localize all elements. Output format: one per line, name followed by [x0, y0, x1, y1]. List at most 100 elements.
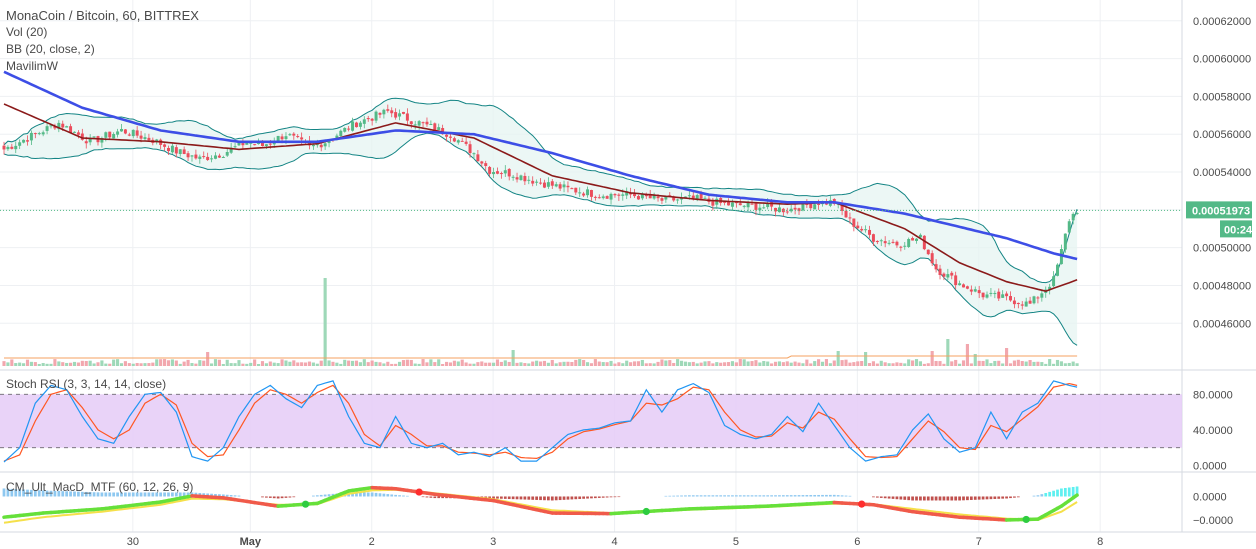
volume-bar [668, 360, 672, 366]
candle-body [609, 193, 613, 200]
volume-bar [155, 359, 159, 366]
volume-bar [127, 363, 131, 366]
macd-hist-bar [61, 491, 65, 497]
volume-bar [401, 360, 406, 366]
candle-body [926, 249, 930, 255]
macd-hist-bar [907, 496, 911, 501]
candle-body [92, 136, 96, 138]
macd-hist-bar [323, 494, 327, 497]
macd-hist-bar [801, 495, 805, 497]
candle-body [14, 145, 18, 150]
volume-bar [327, 360, 331, 366]
volume-bar [14, 363, 18, 366]
volume-bar [1075, 363, 1079, 366]
macd-hist-bar [45, 490, 49, 497]
macd-hist-bar [828, 494, 832, 497]
volume-bar [981, 360, 985, 366]
volume-bar [374, 361, 378, 366]
candle-body [88, 138, 92, 143]
macd-hist-bar [578, 496, 582, 499]
volume-bar [480, 361, 484, 366]
macd-hist-bar [993, 496, 997, 499]
volume-bar [742, 359, 746, 366]
candle-body [131, 129, 135, 137]
price-tick-label: 0.00048000 [1193, 280, 1251, 292]
macd-hist-bar [543, 496, 546, 501]
candle-body [601, 196, 605, 199]
macd-hist-bar [49, 490, 53, 497]
macd-hist-bar [390, 494, 394, 497]
macd-hist-bar [1005, 496, 1008, 499]
volume-bar [72, 361, 77, 366]
candle-body [245, 142, 249, 145]
candle-body [703, 197, 707, 199]
volume-bar [253, 359, 257, 366]
macd-hist-bar [112, 492, 116, 497]
macd-hist-bar [734, 495, 738, 497]
macd-hist-bar [1056, 489, 1059, 497]
volume-bar [323, 278, 327, 366]
candle-body [1071, 213, 1075, 221]
volume-bar [147, 363, 151, 366]
volume-bar [370, 360, 374, 366]
macd-hist-bar [550, 496, 554, 501]
volume-bar [715, 362, 719, 366]
candle-body [891, 241, 895, 243]
candle-body [292, 133, 296, 136]
candle-body [186, 153, 190, 158]
volume-bar [578, 359, 582, 366]
candle-body [660, 198, 664, 201]
candle-body [746, 202, 750, 208]
volume-bar [750, 361, 754, 366]
volume-bars [2, 278, 1079, 366]
macd-hist-bar [14, 489, 18, 497]
candle-body [300, 137, 304, 140]
candle-body [429, 124, 433, 126]
candle-body [934, 264, 938, 270]
macd-hist-bar [120, 492, 123, 497]
volume-bar [319, 360, 323, 366]
candle-body [1001, 294, 1005, 298]
macd-hist-bar [500, 496, 503, 499]
macd-hist-bar [1071, 486, 1075, 497]
volume-bar [41, 363, 45, 366]
candle-body [523, 175, 527, 182]
macd-hist-bar [433, 496, 437, 499]
volume-bar [456, 361, 460, 366]
macd-hist-bar [535, 496, 538, 500]
macd-hist-bar [954, 496, 958, 501]
volume-bar [773, 361, 778, 366]
macd-hist-bar [503, 496, 507, 499]
volume-bar [636, 361, 641, 366]
candle-body [750, 203, 754, 205]
macd-hist-bar [919, 496, 922, 501]
candle-body [413, 124, 417, 126]
candle-body [938, 268, 942, 275]
macd-hist-bar [507, 496, 511, 500]
macd-signal-line [3, 488, 1078, 524]
macd-hist-bar [96, 492, 100, 497]
candle-body [378, 112, 382, 115]
volume-bar [770, 363, 774, 366]
volume-bar [683, 361, 688, 366]
candle-body [26, 140, 29, 142]
macd-hist-bar [594, 496, 597, 499]
candle-body [918, 234, 922, 238]
macd-hist-bar [836, 495, 840, 497]
candle-body [1028, 300, 1032, 304]
volume-bar [394, 363, 398, 366]
macd-hist-bar [915, 496, 918, 501]
macd-label: CM_Ult_MacD_MTF (60, 12, 26, 9) [6, 480, 194, 494]
candle-body [969, 289, 973, 292]
candle-body [1067, 221, 1071, 233]
volume-bar [734, 362, 738, 366]
candle-body [288, 134, 292, 136]
candle-body [233, 146, 237, 148]
macd-hist-bar [934, 496, 938, 501]
candle-body [1063, 233, 1067, 250]
volume-bar [1048, 359, 1052, 366]
candle-body [593, 196, 597, 198]
candle-body [1048, 286, 1052, 290]
volume-bar [343, 359, 347, 366]
